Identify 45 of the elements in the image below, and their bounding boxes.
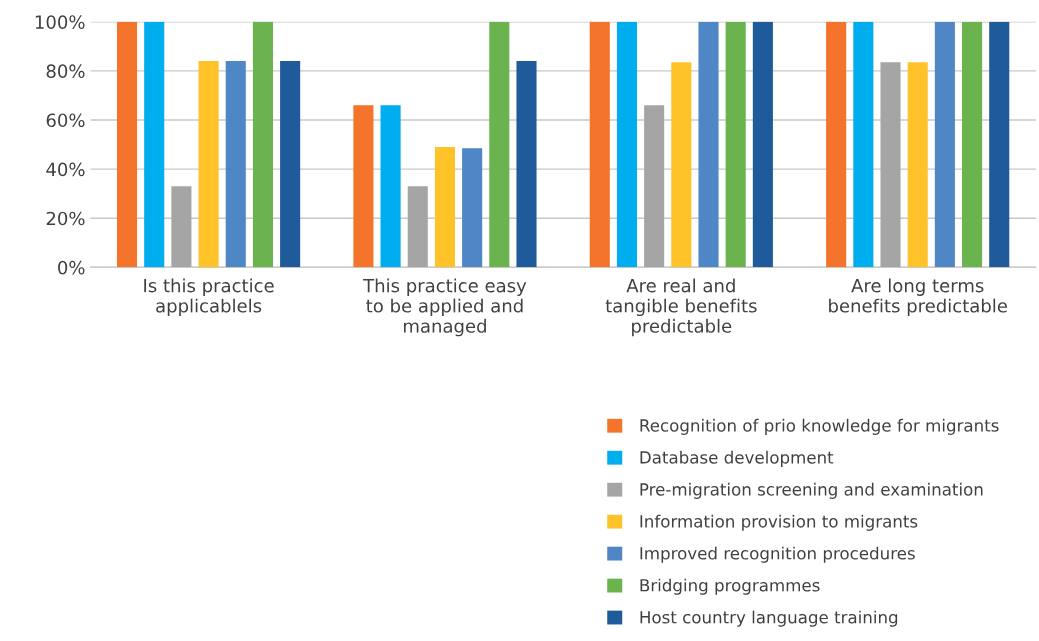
bar [225, 61, 246, 268]
bar [880, 62, 901, 268]
bar [144, 21, 165, 268]
x-tick-label: Are real and tangible benefits predictable [605, 278, 757, 337]
bar [353, 105, 374, 268]
y-tick-label: 40% [46, 162, 85, 177]
y-tick-label: 80% [46, 64, 85, 79]
bar [907, 62, 928, 268]
legend-label: Improved recognition procedures [640, 546, 915, 563]
legend-label: Host country language training [640, 610, 898, 627]
bar [962, 21, 983, 268]
y-tick-label: 0% [58, 260, 85, 275]
bar [434, 147, 455, 268]
y-tick-label: 20% [46, 211, 85, 226]
x-tick-label: Is this practice applicablels [144, 278, 274, 317]
bar [171, 186, 192, 268]
legend-label: Information provision to migrants [640, 514, 918, 531]
bar [644, 105, 665, 268]
bar [380, 105, 401, 268]
legend-label: Recognition of prio knowledge for migrants [640, 418, 999, 435]
bar [671, 62, 692, 268]
legend-label: Bridging programmes [640, 578, 820, 595]
bar [489, 21, 510, 268]
bar [198, 61, 219, 268]
bar [589, 21, 610, 268]
x-tick-label: Are long terms benefits predictable [829, 278, 1007, 317]
legend-label: Pre-migration screening and examination [640, 482, 983, 499]
bar [989, 21, 1010, 268]
bar [826, 21, 847, 268]
bar [280, 61, 301, 268]
bar [407, 186, 428, 268]
y-tick-label: 100% [35, 15, 85, 29]
y-tick-label: 60% [46, 113, 85, 128]
bar [516, 61, 537, 268]
bar [752, 21, 773, 268]
bar [853, 21, 874, 268]
bar [116, 21, 138, 268]
legend-label: Database development [640, 450, 834, 467]
bar [698, 21, 719, 268]
bar [616, 21, 637, 268]
bar [725, 21, 746, 268]
bar [462, 148, 483, 268]
bar [934, 21, 955, 268]
bar [252, 21, 273, 268]
x-tick-label: This practice easy to be applied and managed [363, 278, 527, 337]
